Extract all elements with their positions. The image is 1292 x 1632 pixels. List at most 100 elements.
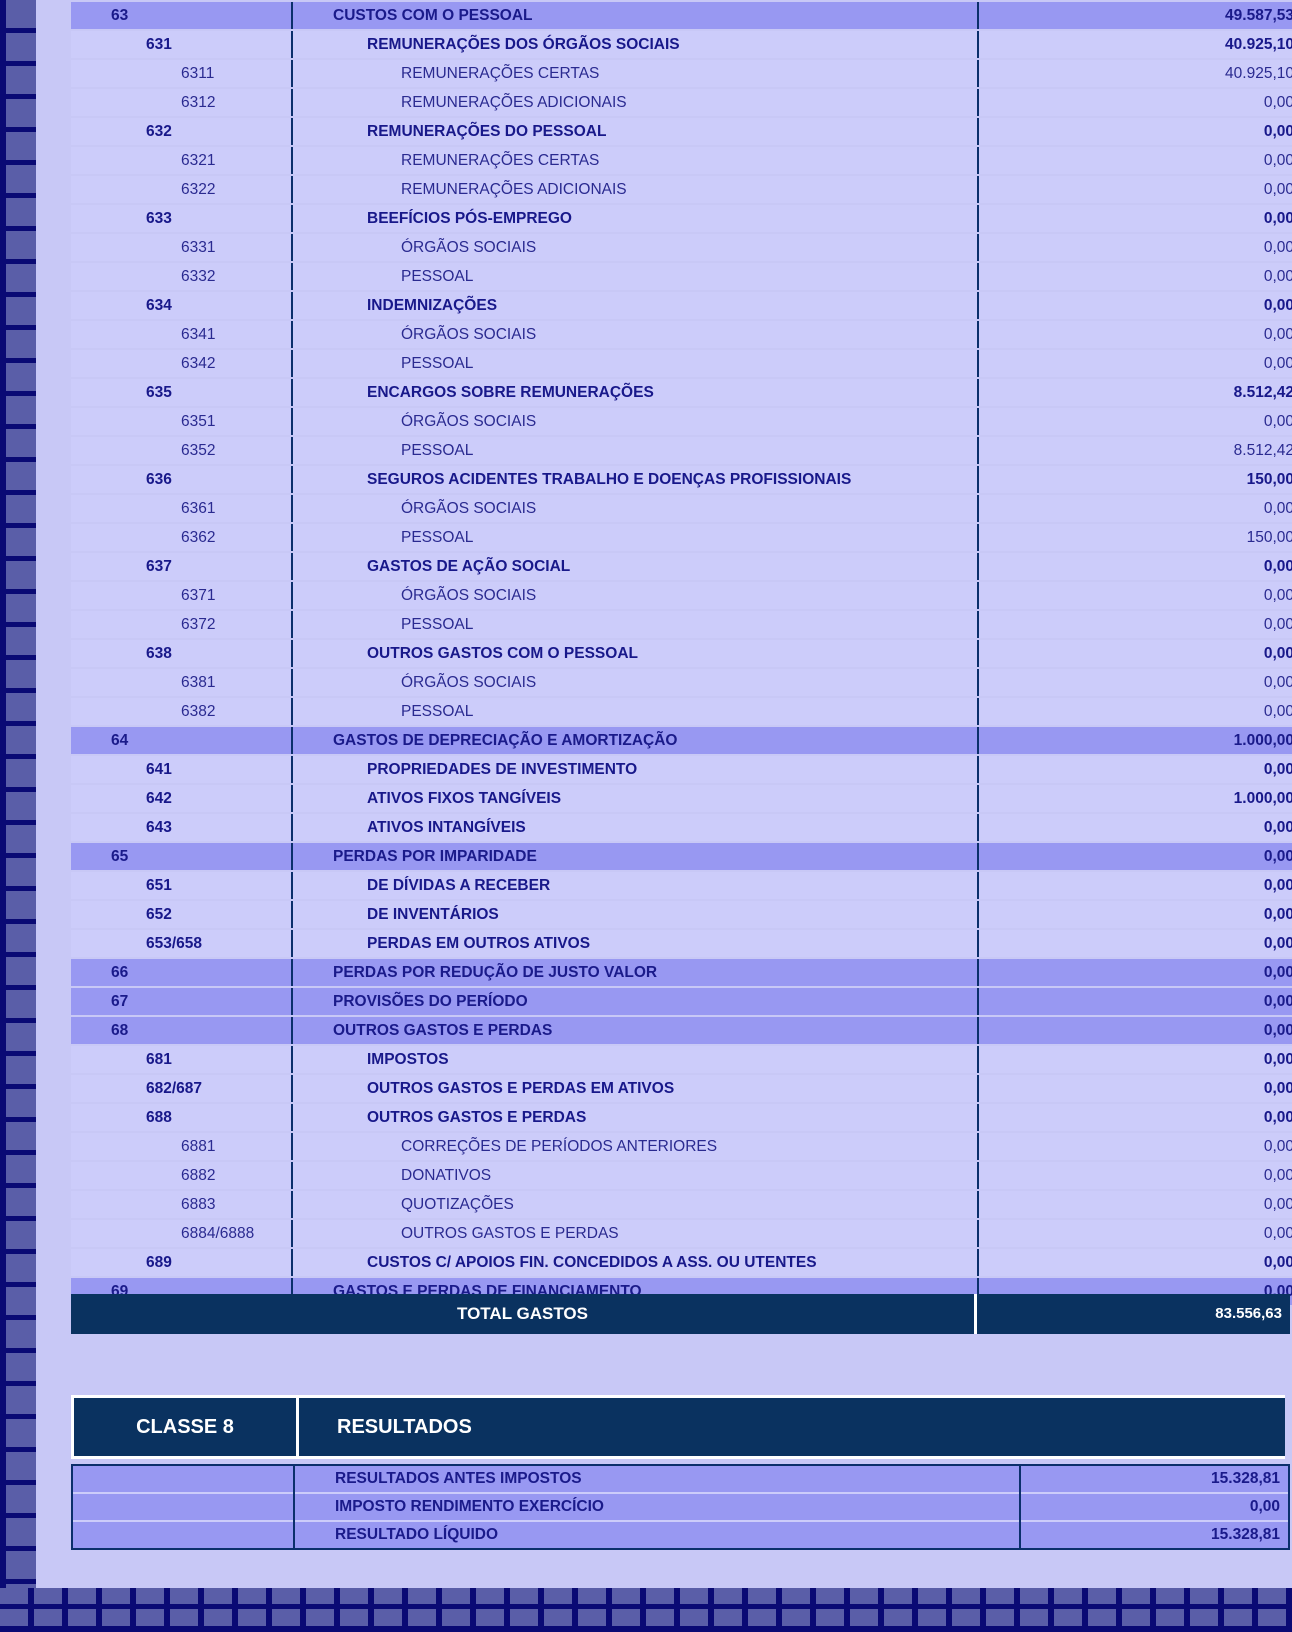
account-code: 637 <box>146 557 172 575</box>
classe-number: CLASSE 8 <box>71 1398 299 1456</box>
result-row: RESULTADO LÍQUIDO 15.328,81 <box>71 1520 1290 1549</box>
account-description-cell: CUSTOS C/ APOIOS FIN. CONCEDIDOS A ASS. … <box>293 1249 979 1276</box>
result-description: IMPOSTO RENDIMENTO EXERCÍCIO <box>294 1492 1021 1521</box>
account-code: 6371 <box>181 586 216 604</box>
account-description: REMUNERAÇÕES ADICIONAIS <box>401 180 627 198</box>
account-description-cell: CUSTOS COM O PESSOAL <box>293 2 979 29</box>
table-row: 651 DE DÍVIDAS A RECEBER 0,00 <box>71 872 1292 899</box>
table-row: 6884/6888 OUTROS GASTOS E PERDAS 0,00 <box>71 1220 1292 1247</box>
account-code-cell: 66 <box>71 959 293 986</box>
account-code-cell: 6351 <box>71 408 293 435</box>
expenses-table-body: 63 CUSTOS COM O PESSOAL 49.587,53 631 REMUNE… <box>71 2 1292 1305</box>
account-description: PROPRIEDADES DE INVESTIMENTO <box>367 760 638 778</box>
result-row: RESULTADOS ANTES IMPOSTOS 15.328,81 <box>71 1465 1290 1493</box>
account-description-cell: REMUNERAÇÕES DO PESSOAL <box>293 118 979 145</box>
account-description-cell: REMUNERAÇÕES ADICIONAIS <box>293 176 979 203</box>
account-code-cell: 6311 <box>71 60 293 87</box>
account-description: INDEMNIZAÇÕES <box>367 296 498 314</box>
account-code: 6884/6888 <box>181 1224 255 1242</box>
table-row: 6882 DONATIVOS 0,00 <box>71 1162 1292 1189</box>
account-code: 635 <box>146 383 172 401</box>
account-description-cell: PESSOAL <box>293 698 979 725</box>
account-code-cell: 6341 <box>71 321 293 348</box>
account-code-cell: 631 <box>71 31 293 58</box>
account-value: 0,00 <box>979 669 1292 696</box>
account-description-cell: REMUNERAÇÕES CERTAS <box>293 147 979 174</box>
expenses-table: 63 CUSTOS COM O PESSOAL 49.587,53 631 REMUNE… <box>71 0 1292 1307</box>
account-code-cell: 642 <box>71 785 293 812</box>
account-code: 63 <box>111 6 129 24</box>
table-row: 637 GASTOS DE AÇÃO SOCIAL 0,00 <box>71 553 1292 580</box>
account-code-cell: 632 <box>71 118 293 145</box>
account-code-cell: 681 <box>71 1046 293 1073</box>
account-code: 6321 <box>181 151 216 169</box>
account-description-cell: CORREÇÕES DE PERÍODOS ANTERIORES <box>293 1133 979 1160</box>
table-row: 6362 PESSOAL 150,00 <box>71 524 1292 551</box>
account-description: CUSTOS C/ APOIOS FIN. CONCEDIDOS A ASS. … <box>367 1253 817 1271</box>
account-description: PESSOAL <box>401 267 474 285</box>
account-description-cell: REMUNERAÇÕES ADICIONAIS <box>293 89 979 116</box>
account-description: OUTROS GASTOS E PERDAS EM ATIVOS <box>367 1079 675 1097</box>
decorative-border-bottom <box>0 1588 1292 1632</box>
table-row: 6881 CORREÇÕES DE PERÍODOS ANTERIORES 0,00 <box>71 1133 1292 1160</box>
account-description-cell: INDEMNIZAÇÕES <box>293 292 979 319</box>
account-value: 0,00 <box>979 698 1292 725</box>
table-row: 641 PROPRIEDADES DE INVESTIMENTO 0,00 <box>71 756 1292 783</box>
account-description: REMUNERAÇÕES ADICIONAIS <box>401 93 627 111</box>
account-code-cell: 68 <box>71 1017 293 1044</box>
account-code-cell: 6884/6888 <box>71 1220 293 1247</box>
account-value: 0,00 <box>979 640 1292 667</box>
table-row: 6352 PESSOAL 8.512,42 <box>71 437 1292 464</box>
account-code: 681 <box>146 1050 172 1068</box>
account-code-cell: 641 <box>71 756 293 783</box>
account-value: 0,00 <box>979 872 1292 899</box>
account-description: PESSOAL <box>401 528 474 546</box>
account-code: 632 <box>146 122 172 140</box>
account-description-cell: OUTROS GASTOS E PERDAS EM ATIVOS <box>293 1075 979 1102</box>
table-row: 68 OUTROS GASTOS E PERDAS 0,00 <box>71 1017 1292 1044</box>
account-description-cell: GASTOS DE AÇÃO SOCIAL <box>293 553 979 580</box>
account-code-cell: 6371 <box>71 582 293 609</box>
account-description-cell: ÓRGÃOS SOCIAIS <box>293 669 979 696</box>
account-description-cell: ÓRGÃOS SOCIAIS <box>293 234 979 261</box>
account-value: 0,00 <box>979 1220 1292 1247</box>
account-description-cell: ÓRGÃOS SOCIAIS <box>293 582 979 609</box>
account-code-cell: 651 <box>71 872 293 899</box>
account-description-cell: ÓRGÃOS SOCIAIS <box>293 321 979 348</box>
account-code-cell: 6881 <box>71 1133 293 1160</box>
account-code-cell: 6312 <box>71 89 293 116</box>
account-description: OUTROS GASTOS E PERDAS <box>367 1108 587 1126</box>
account-code: 6311 <box>181 64 215 82</box>
account-code: 68 <box>111 1021 129 1039</box>
account-value: 0,00 <box>979 1104 1292 1131</box>
account-description: PERDAS EM OUTROS ATIVOS <box>367 934 591 952</box>
account-value: 49.587,53 <box>979 2 1292 29</box>
account-description-cell: GASTOS DE DEPRECIAÇÃO E AMORTIZAÇÃO <box>293 727 979 754</box>
account-description: ATIVOS INTANGÍVEIS <box>367 818 526 836</box>
account-description-cell: PERDAS POR IMPARIDADE <box>293 843 979 870</box>
account-value: 0,00 <box>979 1162 1292 1189</box>
result-row: IMPOSTO RENDIMENTO EXERCÍCIO 0,00 <box>71 1492 1290 1521</box>
account-description-cell: OUTROS GASTOS E PERDAS <box>293 1220 979 1247</box>
table-row: 66 PERDAS POR REDUÇÃO DE JUSTO VALOR 0,00 <box>71 959 1292 986</box>
table-row: 682/687 OUTROS GASTOS E PERDAS EM ATIVOS 0… <box>71 1075 1292 1102</box>
account-description-cell: DE INVENTÁRIOS <box>293 901 979 928</box>
account-value: 1.000,00 <box>979 785 1292 812</box>
account-description-cell: ENCARGOS SOBRE REMUNERAÇÕES <box>293 379 979 406</box>
account-code: 6322 <box>181 180 216 198</box>
account-code-cell: 6342 <box>71 350 293 377</box>
account-code: 6362 <box>181 528 216 546</box>
result-code-cell <box>71 1492 295 1521</box>
account-code: 6342 <box>181 354 216 372</box>
table-row: 653/658 PERDAS EM OUTROS ATIVOS 0,00 <box>71 930 1292 957</box>
account-description: ÓRGÃOS SOCIAIS <box>401 325 537 343</box>
table-row: 688 OUTROS GASTOS E PERDAS 0,00 <box>71 1104 1292 1131</box>
account-value: 0,00 <box>979 930 1292 957</box>
table-row: 6382 PESSOAL 0,00 <box>71 698 1292 725</box>
account-value: 0,00 <box>979 959 1292 986</box>
account-value: 0,00 <box>979 901 1292 928</box>
account-code: 6351 <box>181 412 216 430</box>
account-code-cell: 682/687 <box>71 1075 293 1102</box>
table-row: 636 SEGUROS ACIDENTES TRABALHO E DOENÇAS … <box>71 466 1292 493</box>
account-code-cell: 65 <box>71 843 293 870</box>
